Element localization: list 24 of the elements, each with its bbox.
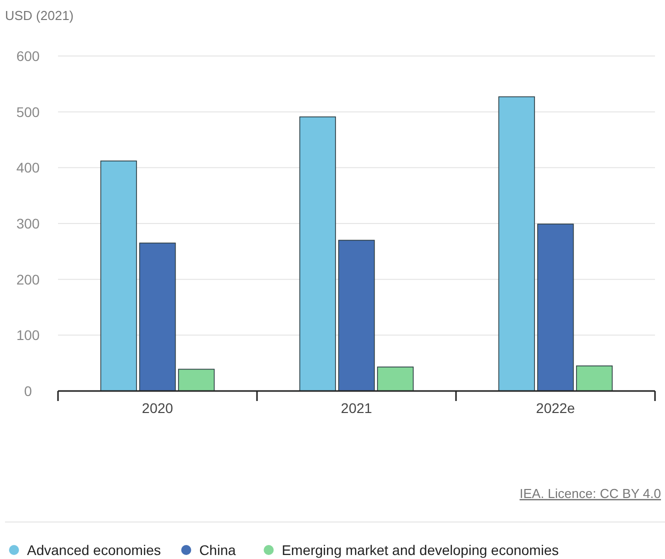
legend-label: Emerging market and developing economies <box>282 542 559 558</box>
y-tick-label: 100 <box>16 327 40 344</box>
legend-label: Advanced economies <box>27 542 161 558</box>
bar <box>299 116 336 392</box>
bar <box>576 365 613 392</box>
bar <box>338 240 375 392</box>
bar <box>498 96 535 392</box>
legend-label: China <box>199 542 236 558</box>
y-tick-label: 200 <box>16 271 40 288</box>
y-tick-label: 600 <box>16 48 40 64</box>
y-tick-label: 300 <box>16 216 40 232</box>
x-tick-label: 2021 <box>340 400 372 416</box>
x-tick-label: 2020 <box>142 400 174 416</box>
bar <box>537 224 574 392</box>
bar <box>178 368 215 392</box>
y-tick-label: 400 <box>16 160 40 176</box>
bar <box>377 366 414 392</box>
y-tick-label: 500 <box>16 104 40 120</box>
y-tick-label: 0 <box>24 383 32 399</box>
x-tick-label: 2022e <box>536 400 576 416</box>
text: IEA. Licence: CC BY 4.0 <box>520 486 661 501</box>
bar <box>139 242 176 392</box>
y-axis-title: USD (2021) <box>5 8 74 23</box>
bar <box>100 160 137 392</box>
